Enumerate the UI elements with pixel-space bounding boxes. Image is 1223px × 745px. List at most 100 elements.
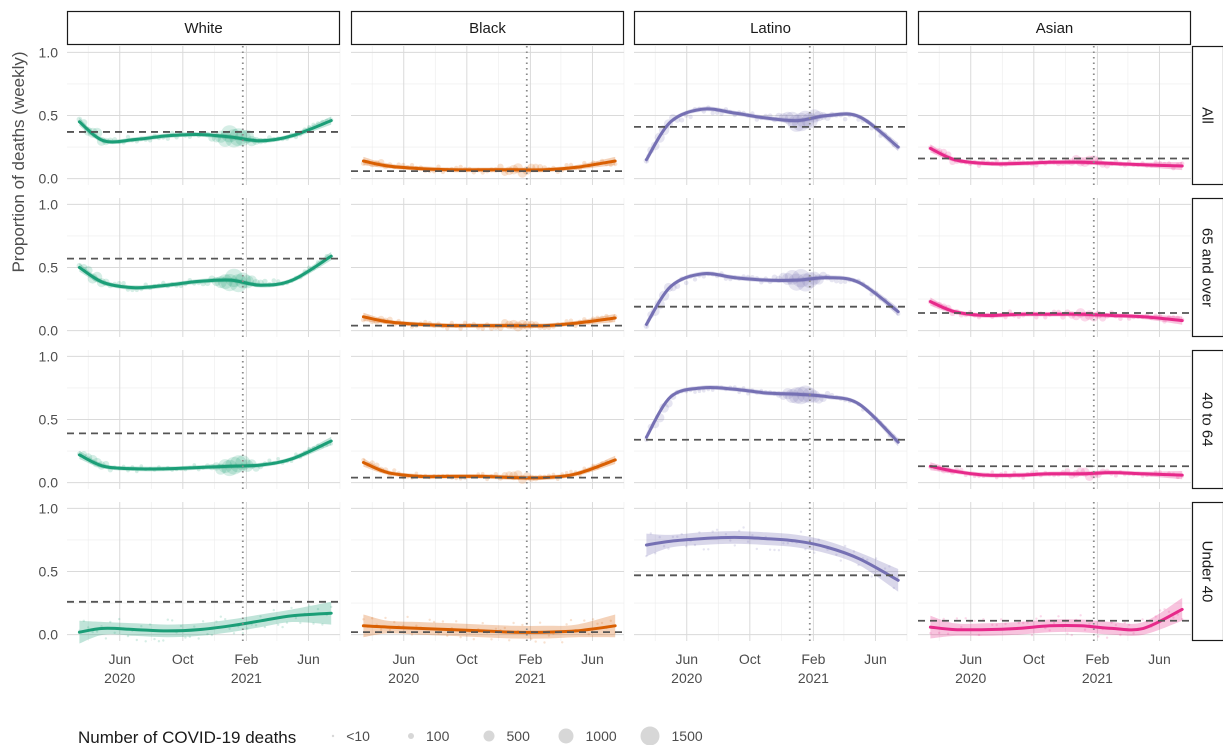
data-point — [1132, 632, 1135, 635]
data-point — [1034, 315, 1039, 320]
x-tick-label: Jun — [581, 651, 604, 667]
data-point — [596, 622, 599, 625]
panel-65-and-over-latino — [634, 198, 908, 337]
data-point — [608, 162, 613, 167]
data-point — [973, 619, 976, 623]
data-point — [139, 464, 144, 468]
panel-65-and-over-black — [351, 198, 625, 337]
data-point — [679, 117, 685, 123]
data-point — [537, 164, 543, 170]
data-point — [1004, 622, 1007, 626]
data-point — [135, 469, 139, 474]
data-point — [232, 632, 236, 635]
data-point — [587, 632, 590, 636]
data-point — [569, 469, 573, 474]
data-point — [480, 471, 485, 476]
data-point — [990, 470, 995, 474]
data-point — [838, 279, 844, 285]
data-point — [263, 625, 267, 629]
data-point — [874, 557, 878, 560]
trend-line — [77, 439, 333, 471]
data-point — [432, 620, 436, 624]
data-point — [165, 136, 170, 141]
data-point — [662, 545, 666, 548]
data-point — [960, 625, 963, 629]
data-point — [977, 633, 981, 637]
data-point — [719, 111, 724, 117]
data-point — [481, 621, 484, 625]
x-tick-label: Oct — [456, 651, 478, 667]
data-point — [609, 619, 612, 622]
data-point — [955, 617, 959, 620]
data-point — [210, 633, 214, 637]
data-point — [582, 466, 587, 471]
data-point — [294, 452, 298, 457]
data-point — [410, 633, 414, 636]
y-tick-label: 1.0 — [39, 44, 59, 60]
data-point — [773, 548, 776, 552]
data-point — [285, 621, 289, 624]
data-point — [458, 326, 463, 331]
trend-line — [361, 458, 617, 480]
trend-line — [361, 624, 617, 634]
data-point — [192, 463, 197, 467]
data-point — [219, 615, 222, 618]
data-point — [791, 269, 811, 288]
data-point — [449, 320, 454, 326]
data-point — [1017, 621, 1020, 625]
data-point — [844, 544, 847, 548]
trend-line — [928, 146, 1184, 168]
data-point — [162, 639, 165, 642]
data-point — [857, 563, 860, 567]
data-point — [330, 605, 333, 609]
data-point — [888, 565, 891, 568]
data-point — [843, 117, 848, 122]
data-point — [1113, 473, 1118, 478]
data-point — [1012, 470, 1017, 475]
data-point — [521, 623, 524, 627]
y-tick-label: 1.0 — [39, 196, 59, 212]
data-point — [565, 623, 568, 626]
data-point — [428, 618, 431, 621]
data-point — [281, 625, 284, 629]
data-point — [153, 637, 156, 641]
data-point — [839, 559, 842, 562]
data-point — [1141, 618, 1144, 621]
data-point — [188, 635, 191, 638]
row-strip-under-40 — [1191, 501, 1223, 642]
data-point — [1110, 621, 1113, 624]
data-point — [1039, 615, 1043, 618]
data-point — [1105, 636, 1109, 639]
x-tick-label: Jun — [864, 651, 887, 667]
data-point — [680, 532, 683, 536]
data-point — [892, 586, 895, 590]
data-point — [277, 623, 280, 626]
data-point — [116, 281, 122, 286]
data-point — [742, 526, 745, 529]
confidence-band — [646, 531, 899, 592]
data-point — [388, 628, 392, 632]
data-point — [538, 621, 542, 624]
data-point — [290, 606, 293, 610]
data-point — [693, 543, 697, 547]
data-point — [883, 567, 887, 570]
x-tick-label: Feb — [234, 651, 258, 667]
data-point — [215, 620, 218, 623]
data-point — [746, 540, 750, 543]
row-strip-40-to-64 — [1191, 349, 1223, 490]
data-point — [771, 274, 778, 281]
legend-title: Number of COVID-19 deaths — [78, 728, 296, 745]
data-point — [144, 640, 147, 643]
panel-all-asian — [918, 46, 1192, 185]
data-point — [1035, 617, 1038, 620]
data-point — [645, 554, 648, 558]
data-point — [1057, 615, 1060, 618]
data-point — [121, 281, 126, 286]
data-point — [126, 634, 130, 638]
data-point — [118, 617, 121, 621]
x-tick-label: Feb — [1085, 651, 1109, 667]
y-tick-label: 1.0 — [39, 500, 59, 516]
data-point — [995, 623, 998, 627]
data-point — [869, 417, 874, 421]
